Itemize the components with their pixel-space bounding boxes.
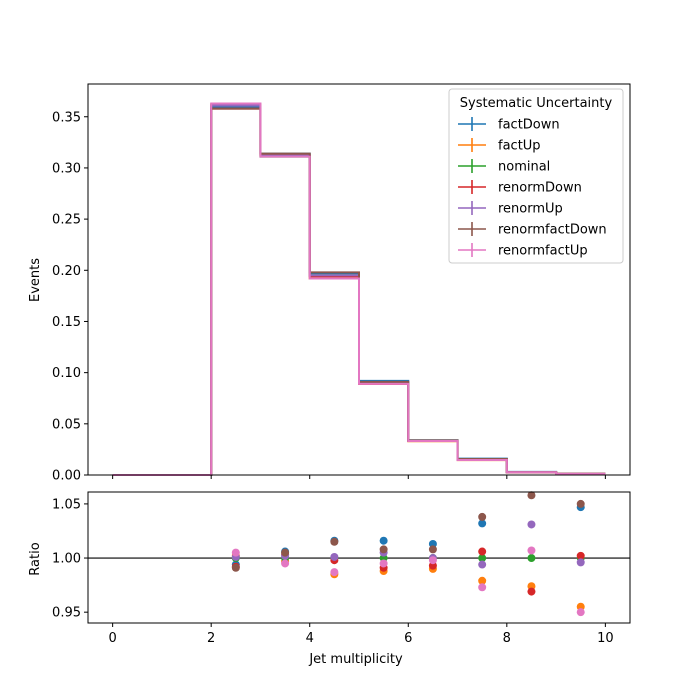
histogram-y-tick-label: 0.30: [52, 161, 81, 176]
legend-label-nominal: nominal: [498, 160, 550, 175]
ratio-point-renormfactUp: [281, 559, 290, 568]
ratio-point-nominal: [527, 554, 536, 563]
histogram-y-axis-label: Events: [28, 258, 43, 302]
ratio-point-renormUp: [330, 552, 339, 561]
ratio-point-renormUp: [527, 520, 536, 529]
ratio-x-tick-label: 8: [503, 631, 511, 646]
legend-label-factDown: factDown: [498, 118, 560, 133]
ratio-point-nominal: [478, 554, 487, 563]
ratio-x-ticks: 0 2 4 6 8 10: [108, 623, 614, 646]
ratio-point-renormfactDown: [527, 491, 536, 500]
ratio-y-tick-label: 1.00: [52, 552, 81, 567]
histogram-y-tick-label: 0.10: [52, 366, 81, 381]
ratio-x-tick-label: 4: [306, 631, 314, 646]
ratio-axes-frame: [87, 491, 631, 624]
legend-label-renormUp: renormUp: [498, 202, 563, 217]
ratio-y-tick-label: 1.05: [52, 497, 81, 512]
ratio-point-renormfactUp: [527, 546, 536, 555]
ratio-point-factDown: [478, 519, 487, 528]
histogram-series-group: [112, 102, 606, 476]
ratio-point-renormfactDown: [281, 548, 290, 557]
ratio-x-tick-label: 2: [207, 631, 215, 646]
legend-label-renormfactUp: renormfactUp: [498, 244, 588, 259]
histogram-panel: 0.000.050.100.150.200.250.300.35 Events …: [28, 83, 631, 484]
ratio-point-renormfactDown: [478, 512, 487, 521]
histogram-x-ticks: [112, 475, 606, 479]
ratio-point-renormUp: [576, 558, 585, 567]
ratio-x-axis-label: Jet multiplicity: [308, 652, 403, 667]
histogram-y-tick-label: 0.25: [52, 213, 81, 228]
ratio-point-renormfactUp: [428, 556, 437, 565]
ratio-point-renormfactUp: [576, 608, 585, 617]
histogram-y-tick-label: 0.15: [52, 315, 81, 330]
ratio-point-factDown: [379, 536, 388, 545]
ratio-point-factUp: [478, 576, 487, 585]
ratio-y-ticks: 0.95 1.00 1.05: [52, 497, 88, 621]
ratio-point-renormfactUp: [379, 559, 388, 568]
legend-label-renormfactDown: renormfactDown: [498, 223, 607, 238]
histogram-line-renormfactUp: [112, 102, 606, 476]
ratio-point-renormfactDown: [379, 545, 388, 554]
ratio-point-renormDown: [478, 547, 487, 556]
histogram-y-tick-label: 0.00: [52, 469, 81, 484]
legend: Systematic Uncertainty factDown factUp nom…: [448, 88, 624, 264]
ratio-point-renormfactDown: [576, 499, 585, 508]
histogram-y-tick-label: 0.20: [52, 264, 81, 279]
ratio-point-renormfactUp: [330, 568, 339, 577]
ratio-point-renormfactDown: [428, 545, 437, 554]
ratio-y-axis-label: Ratio: [28, 542, 43, 575]
ratio-y-tick-label: 0.95: [52, 606, 81, 621]
legend-label-renormDown: renormDown: [498, 181, 582, 196]
histogram-axes-frame: [87, 83, 631, 476]
ratio-points-group: [231, 491, 585, 617]
ratio-point-renormfactUp: [478, 583, 487, 592]
ratio-point-renormfactUp: [231, 548, 240, 557]
ratio-x-tick-label: 10: [597, 631, 614, 646]
histogram-y-ticks: 0.00 0.05 0.10 0.15 0.20 0.25 0.30 0.35: [52, 110, 88, 484]
ratio-point-renormfactDown: [231, 563, 240, 572]
ratio-x-tick-label: 0: [108, 631, 116, 646]
legend-label-factUp: factUp: [498, 139, 541, 154]
legend-items: factDown factUp nominal renormDown renormUp r…: [458, 117, 607, 259]
legend-box: [448, 88, 624, 264]
ratio-point-renormDown: [527, 587, 536, 596]
ratio-x-tick-label: 6: [404, 631, 412, 646]
ratio-panel: 0 2 4 6 8 10 0.95 1.00 1.05 Ratio Jet multiplic…: [28, 491, 631, 667]
legend-title: Systematic Uncertainty: [460, 96, 613, 111]
histogram-y-tick-label: 0.35: [52, 110, 81, 125]
histogram-y-tick-label: 0.05: [52, 417, 81, 432]
ratio-point-renormDown: [576, 551, 585, 560]
ratio-point-renormUp: [478, 560, 487, 569]
ratio-point-renormfactDown: [330, 537, 339, 546]
